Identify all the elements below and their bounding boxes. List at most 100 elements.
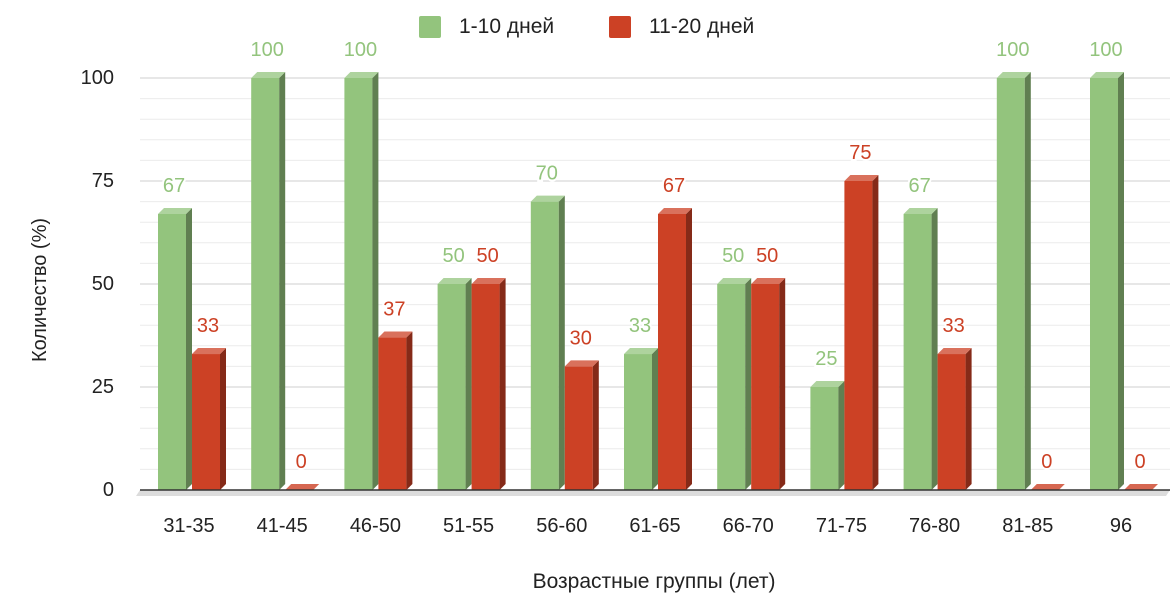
data-label: 0 xyxy=(1134,451,1145,473)
bar-top xyxy=(844,175,879,181)
x-tick-label: 31-35 xyxy=(163,515,214,537)
data-label: 30 xyxy=(570,327,592,349)
bar-group xyxy=(158,207,192,490)
bar-group xyxy=(844,175,879,490)
bar-zero xyxy=(285,484,320,490)
bar-top xyxy=(751,278,786,284)
bar-front xyxy=(192,354,220,490)
bar-top xyxy=(378,331,413,338)
x-tick-label: 71-75 xyxy=(816,515,867,537)
bar-front xyxy=(437,284,466,490)
bar-group xyxy=(717,278,752,490)
bar-top xyxy=(192,348,226,355)
bar-side xyxy=(558,195,565,490)
bar-group xyxy=(344,72,379,490)
bar-side xyxy=(1118,72,1124,490)
bar-group xyxy=(937,348,972,490)
bar-group xyxy=(810,381,845,490)
x-tick-label: 51-55 xyxy=(443,515,494,537)
y-axis-title: Количество (%) xyxy=(29,218,51,362)
bar-side xyxy=(1024,72,1031,490)
bar-front xyxy=(1090,78,1118,490)
bar-side xyxy=(779,278,786,490)
data-label: 100 xyxy=(344,39,377,61)
data-label: 100 xyxy=(996,39,1029,61)
legend-label-11-20: 11-20 дней xyxy=(649,15,754,38)
x-tick-label: 96 xyxy=(1110,515,1132,537)
data-label: 100 xyxy=(251,39,284,61)
data-label: 50 xyxy=(476,245,498,267)
bars xyxy=(158,72,1158,490)
x-tick-label: 56-60 xyxy=(536,515,587,537)
bar-top xyxy=(937,348,972,355)
bar-front xyxy=(717,284,746,490)
data-label: 0 xyxy=(296,451,307,473)
bar-front xyxy=(810,387,839,490)
y-tick-label: 50 xyxy=(92,273,114,295)
bar-front xyxy=(251,78,280,490)
bar-front xyxy=(903,213,932,490)
bar-group xyxy=(1090,72,1124,490)
bar-front xyxy=(564,366,593,490)
bar-side xyxy=(499,278,506,490)
bar-group xyxy=(378,331,413,490)
bar-zero xyxy=(1030,484,1065,490)
bar-side xyxy=(592,360,599,490)
data-labels: 67 33 100 0 100 37 50 50 70 30 33 67 50 50 25 75 67 33 100… xyxy=(161,37,1148,475)
bar-side xyxy=(745,278,752,490)
bar-group xyxy=(1124,484,1158,490)
x-tick-label: 41-45 xyxy=(257,515,308,537)
bar-top xyxy=(717,278,752,284)
bar-front xyxy=(658,213,686,490)
data-label: 0 xyxy=(1041,451,1052,473)
chart-floor xyxy=(136,490,1170,496)
data-label: 50 xyxy=(442,245,464,267)
x-tick-label: 66-70 xyxy=(723,515,774,537)
x-tick-label: 61-65 xyxy=(629,515,680,537)
bar-top xyxy=(251,72,286,78)
bar-front xyxy=(844,181,873,490)
bar-top xyxy=(564,360,599,367)
bar-side xyxy=(931,207,938,490)
bar-group xyxy=(996,72,1031,490)
legend-label-1-10: 1-10 дней xyxy=(459,15,554,38)
bar-side xyxy=(965,348,972,490)
data-label: 50 xyxy=(756,245,778,267)
bar-front xyxy=(996,78,1025,490)
data-label: 67 xyxy=(163,175,185,197)
data-label: 33 xyxy=(942,315,964,337)
bar-front xyxy=(344,78,373,490)
y-tick-label: 0 xyxy=(103,479,114,501)
bar-front xyxy=(530,201,559,490)
bar-side xyxy=(652,348,658,490)
bar-top xyxy=(810,381,845,387)
bar-top xyxy=(903,207,938,214)
data-label: 67 xyxy=(663,175,685,197)
bar-group xyxy=(251,72,286,490)
bar-side xyxy=(838,381,845,490)
bar-side xyxy=(872,175,879,490)
bar-zero xyxy=(1124,484,1158,490)
bar-top xyxy=(1090,72,1124,78)
bar-front xyxy=(751,284,780,490)
bar-group xyxy=(437,278,472,490)
bar-top xyxy=(658,207,692,214)
bar-front xyxy=(378,337,407,490)
bar-group xyxy=(564,360,599,490)
x-axis-title: Возрастные группы (лет) xyxy=(533,570,776,593)
axes: 0 25 50 75 100 31-35 41-45 46-50 51-55 56-60 61-65… xyxy=(81,67,1170,537)
data-label: 67 xyxy=(908,175,930,197)
bar-group xyxy=(471,278,506,490)
y-tick-label: 100 xyxy=(81,67,114,89)
bar-top xyxy=(437,278,472,284)
bar-side xyxy=(186,207,192,490)
y-tick-label: 25 xyxy=(92,376,114,398)
bar-front xyxy=(158,213,186,490)
x-tick-label: 76-80 xyxy=(909,515,960,537)
bar-side xyxy=(686,207,692,490)
bar-top xyxy=(530,195,565,202)
data-label: 33 xyxy=(197,315,219,337)
bar-side xyxy=(372,72,379,490)
